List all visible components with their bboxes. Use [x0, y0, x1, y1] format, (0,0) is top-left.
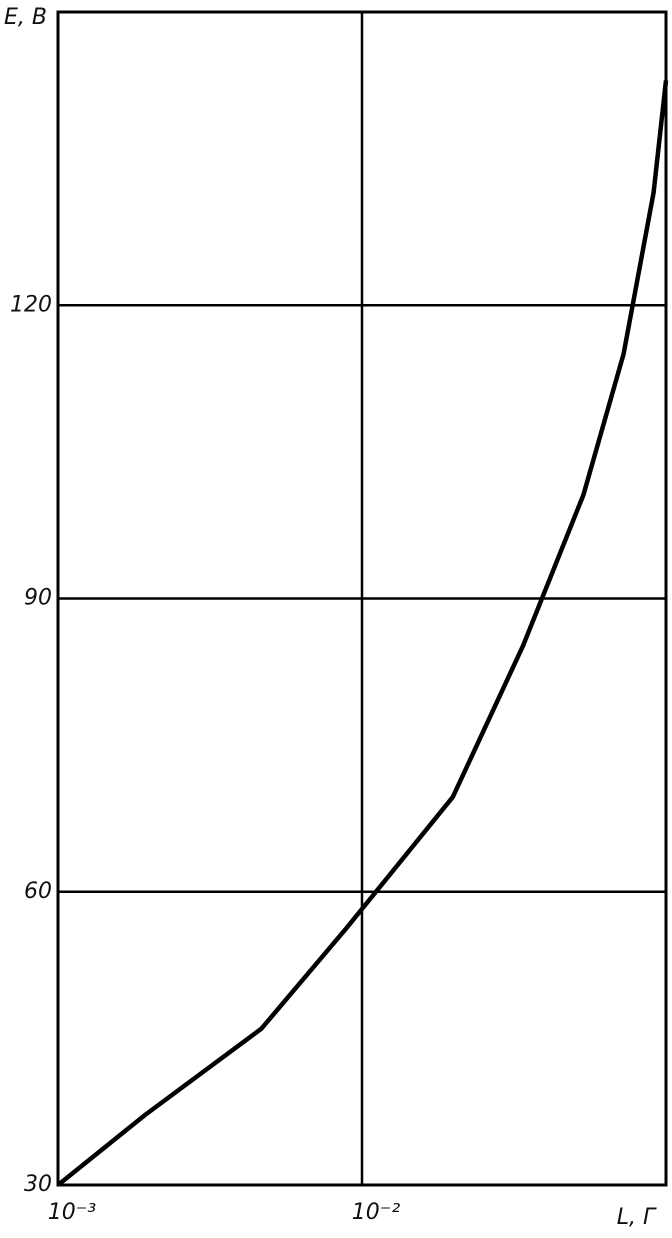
x-tick-label: 10⁻³	[48, 1200, 97, 1225]
x-tick-label: 10⁻²	[352, 1200, 401, 1225]
x-axis-label: L, Г	[617, 1205, 657, 1230]
y-axis-label: E, В	[4, 5, 47, 30]
y-tick-label: 120	[10, 292, 52, 317]
y-tick-label: 60	[24, 879, 52, 904]
data-line	[56, 80, 669, 1187]
y-tick-label: 90	[24, 586, 52, 611]
y-tick-label: 30	[24, 1172, 52, 1197]
